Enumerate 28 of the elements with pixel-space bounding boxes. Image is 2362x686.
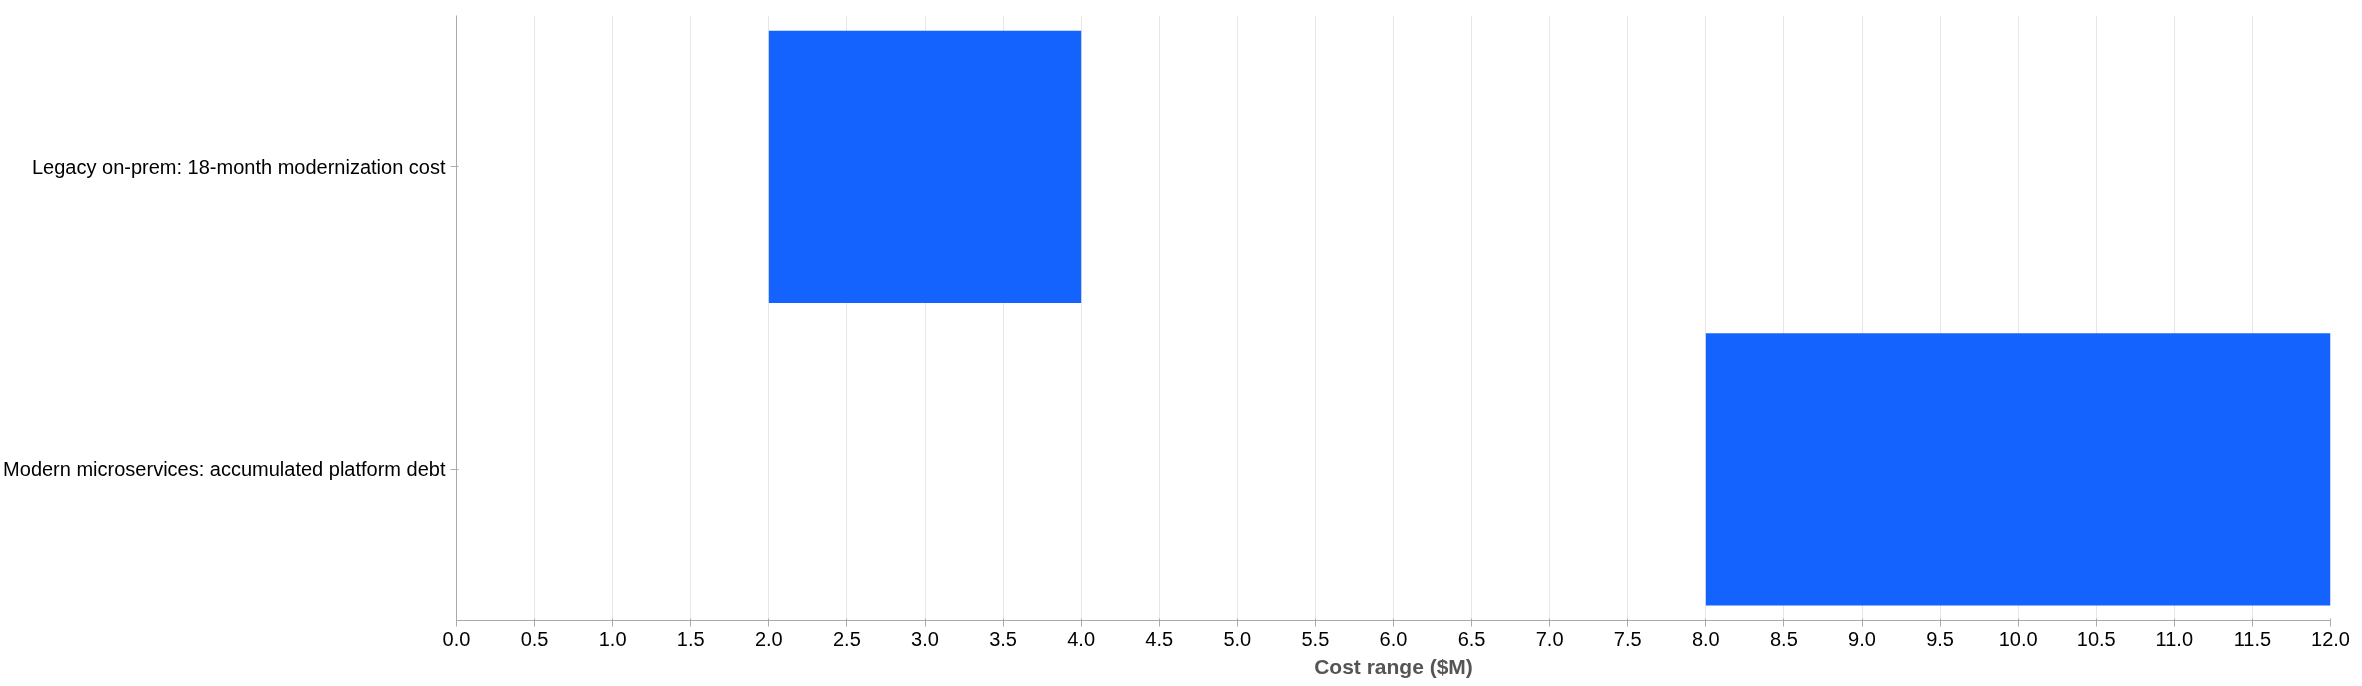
x-tick-label: 11.0 xyxy=(2155,627,2194,650)
x-axis-title: Cost range ($M) xyxy=(1314,654,1473,678)
x-tick-label: 10.5 xyxy=(2076,627,2116,650)
x-tick-label: 9.0 xyxy=(1848,627,1876,650)
x-tick-label: 0.0 xyxy=(442,627,471,650)
x-tick-label: 6.5 xyxy=(1457,627,1486,650)
x-tick-label: 0.5 xyxy=(520,627,549,650)
x-tick-label: 2.5 xyxy=(833,627,861,650)
x-tick-label: 8.5 xyxy=(1770,627,1798,650)
x-tick-label: 3.5 xyxy=(989,627,1017,650)
y-tick-label: Legacy on-prem: 18-month modernization cost xyxy=(31,155,446,178)
x-tick-label: 8.0 xyxy=(1691,627,1720,650)
x-tick-label: 3.0 xyxy=(911,627,939,650)
x-tick-label: 5.5 xyxy=(1301,627,1330,650)
x-tick-label: 9.5 xyxy=(1926,627,1954,650)
x-tick-label: 10.0 xyxy=(1998,627,2038,650)
x-tick-label: 4.5 xyxy=(1145,627,1174,650)
x-tick-label: 7.0 xyxy=(1535,627,1564,650)
x-tick-label: 4.0 xyxy=(1067,627,1096,650)
x-tick-label: 2.0 xyxy=(754,627,783,650)
x-tick-label: 12.0 xyxy=(2311,627,2350,650)
x-tick-label: 7.5 xyxy=(1613,627,1642,650)
x-tick-label: 6.0 xyxy=(1379,627,1408,650)
x-tick-label: 1.0 xyxy=(598,627,627,650)
x-tick-label: 11.5 xyxy=(2233,627,2272,650)
y-tick-label: Modern microservices: accumulated platform debt xyxy=(3,458,446,481)
x-tick-label: 5.0 xyxy=(1223,627,1252,650)
x-tick-label: 1.5 xyxy=(676,627,705,650)
